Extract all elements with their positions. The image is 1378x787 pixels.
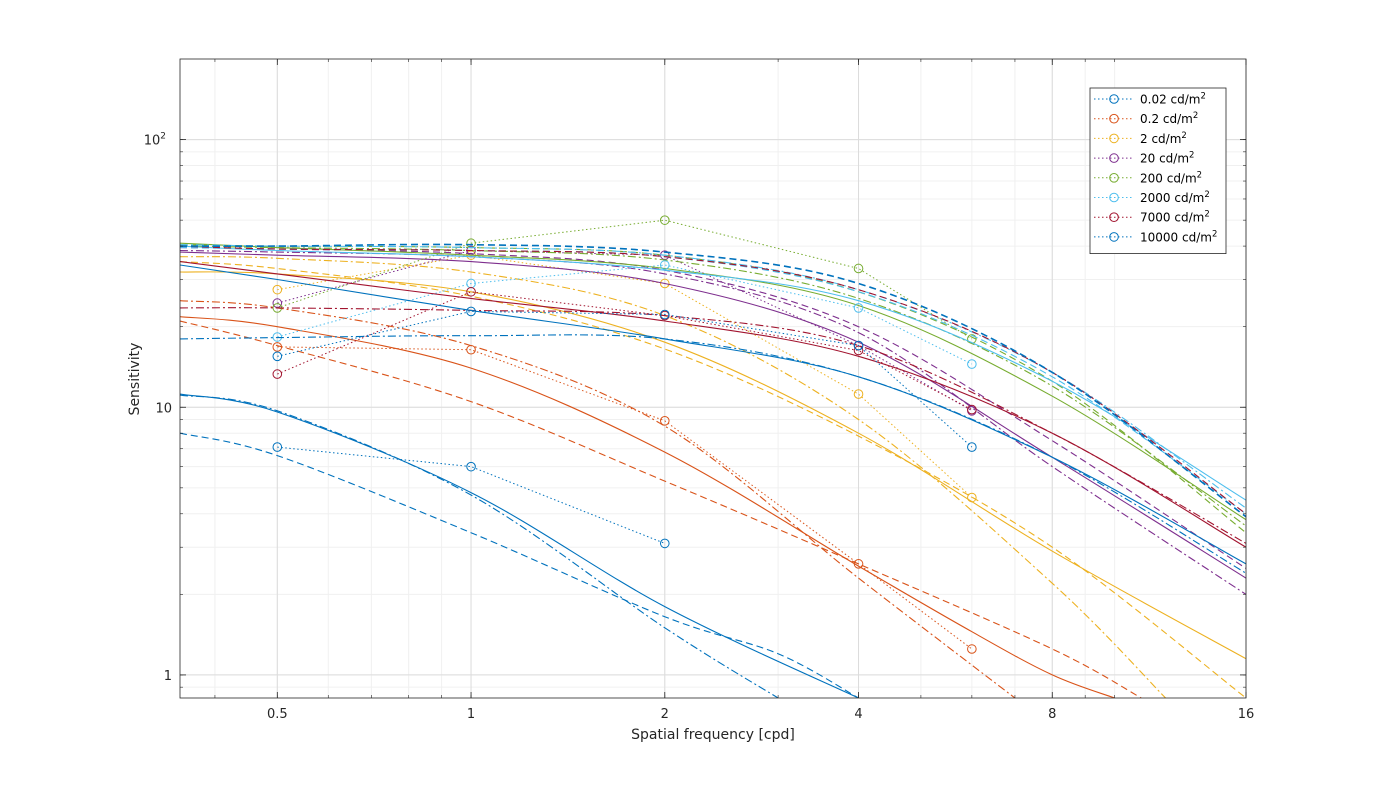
data-point	[466, 461, 476, 472]
data-point	[967, 404, 977, 415]
legend-marker	[1109, 173, 1119, 183]
legend-label: 200 cd/m2	[1140, 170, 1202, 185]
legend-marker	[1109, 232, 1119, 242]
data-point	[272, 284, 283, 295]
data-point	[659, 278, 670, 289]
series-2	[180, 300, 1142, 698]
data-point	[659, 215, 670, 225]
data-point	[272, 442, 283, 452]
legend-label: 0.02 cd/m2	[1140, 92, 1206, 107]
legend-marker	[1109, 94, 1119, 104]
data-point	[967, 359, 977, 369]
legend-marker	[1109, 153, 1119, 163]
measured-line	[277, 310, 973, 448]
series-layer	[180, 215, 1246, 698]
measured-line	[277, 219, 973, 340]
plot-area	[180, 59, 1246, 698]
y-tick-label: 102	[144, 132, 166, 149]
legend-marker	[1109, 113, 1119, 124]
data-point	[272, 369, 283, 379]
fit-line-dashed	[180, 320, 1142, 698]
data-point	[967, 442, 977, 452]
series-1	[180, 393, 859, 698]
legend-marker	[1109, 133, 1119, 144]
data-point	[659, 309, 670, 320]
x-tick-label: 8	[1048, 707, 1056, 722]
measured-line	[277, 346, 973, 650]
series-7	[180, 245, 1246, 548]
data-point	[466, 286, 476, 297]
fit-line-dashed	[180, 432, 859, 698]
legend-label: 2 cd/m2	[1140, 131, 1187, 146]
y-tick-label: 10	[155, 401, 172, 416]
data-point	[853, 559, 864, 569]
fit-line-dashed	[180, 261, 1246, 698]
y-axis-label: Sensitivity	[127, 343, 143, 416]
x-tick-labels: 0.5 1 2 4 8 16	[267, 707, 1254, 722]
fit-line-dashdot	[180, 334, 1246, 574]
fit-line-solid	[180, 393, 859, 698]
data-point	[272, 332, 283, 342]
axis-ticks	[180, 59, 1247, 698]
measured-line	[277, 264, 973, 365]
y-tick-label: 1	[164, 669, 172, 684]
series-8	[180, 243, 1246, 574]
fit-line-dashed	[180, 243, 1246, 518]
legend-label: 7000 cd/m2	[1140, 210, 1210, 225]
x-tick-label: 0.5	[267, 707, 288, 722]
fit-line-dashdot	[180, 394, 779, 698]
fit-line-dashdot	[180, 307, 1246, 544]
legend-label: 0.2 cd/m2	[1140, 111, 1198, 126]
x-axis-label: Spatial frequency [cpd]	[631, 727, 795, 743]
legend-label: 10000 cd/m2	[1140, 229, 1217, 244]
fit-line-solid	[180, 251, 1246, 579]
data-point	[659, 260, 670, 270]
legend-marker	[1109, 212, 1119, 222]
fit-line-dashed	[180, 245, 1246, 515]
fit-line-solid	[180, 316, 1115, 698]
fit-line-dashdot	[180, 245, 1246, 527]
data-point	[853, 263, 864, 274]
legend: 0.02 cd/m2 0.2 cd/m2 2 cd/m2 20 cd/m2 200 cd…	[1089, 87, 1227, 255]
data-point	[466, 344, 476, 355]
fit-line-dashdot	[180, 300, 1016, 698]
x-tick-label: 1	[467, 707, 475, 722]
data-point	[659, 538, 670, 549]
data-point	[659, 416, 670, 426]
data-point	[272, 351, 283, 362]
x-tick-label: 16	[1238, 707, 1255, 722]
y-tick-labels: 1 10 102	[144, 132, 172, 684]
plot-frame	[179, 58, 1247, 699]
fit-line-solid	[180, 271, 1246, 660]
data-point	[967, 492, 977, 503]
data-point	[853, 303, 864, 313]
data-point	[967, 644, 977, 654]
fit-line-dashdot	[180, 249, 1246, 595]
x-tick-label: 2	[661, 707, 669, 722]
legend-box	[1089, 87, 1227, 255]
data-point	[853, 389, 864, 399]
data-point	[466, 306, 476, 317]
fit-line-dashdot	[180, 256, 1166, 698]
legend-label: 20 cd/m2	[1140, 151, 1194, 166]
measured-line	[277, 446, 665, 544]
legend-label: 2000 cd/m2	[1140, 190, 1210, 205]
data-point	[272, 342, 283, 352]
x-tick-label: 4	[854, 707, 862, 722]
measured-line	[277, 291, 973, 411]
fit-line-solid	[180, 245, 1246, 501]
data-point	[853, 340, 864, 351]
legend-marker	[1109, 192, 1119, 203]
